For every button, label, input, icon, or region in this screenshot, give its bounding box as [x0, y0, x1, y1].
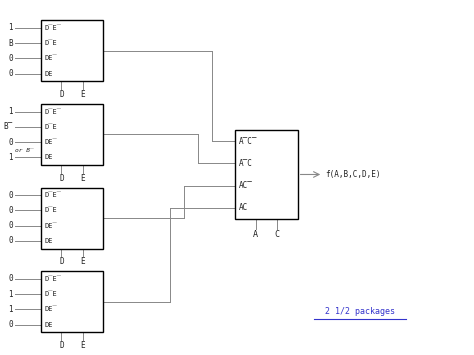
Text: B: B	[9, 39, 13, 48]
Text: D: D	[59, 90, 64, 99]
Text: AC: AC	[239, 203, 248, 212]
Text: 1: 1	[9, 290, 13, 299]
Text: D: D	[59, 257, 64, 266]
Text: D̅E: D̅E	[45, 40, 57, 46]
Text: D̅E̅: D̅E̅	[45, 109, 62, 115]
Bar	[41, 20, 103, 81]
Text: 0: 0	[9, 191, 13, 200]
Text: D: D	[59, 341, 64, 350]
Text: 0: 0	[9, 137, 13, 147]
Bar	[41, 271, 103, 332]
Text: 0: 0	[9, 69, 13, 78]
Text: 1: 1	[9, 305, 13, 314]
Text: 1: 1	[9, 107, 13, 116]
Text: 0: 0	[9, 206, 13, 215]
Text: D: D	[59, 174, 64, 182]
Text: DE̅: DE̅	[45, 306, 57, 312]
Text: E: E	[80, 90, 85, 99]
Bar	[235, 130, 298, 219]
Text: DE: DE	[45, 322, 53, 328]
Text: or B̅: or B̅	[15, 148, 34, 153]
Text: DE̅: DE̅	[45, 139, 57, 145]
Text: D̅E: D̅E	[45, 207, 57, 213]
Text: E: E	[80, 341, 85, 350]
Text: 0: 0	[9, 320, 13, 329]
Text: D̅E̅: D̅E̅	[45, 192, 62, 198]
Text: D̅E: D̅E	[45, 291, 57, 297]
Text: 0: 0	[9, 236, 13, 245]
Text: f(A,B,C,D,E): f(A,B,C,D,E)	[326, 170, 381, 179]
Text: 0: 0	[9, 274, 13, 283]
Text: DE: DE	[45, 71, 53, 77]
Text: DE: DE	[45, 238, 53, 244]
Text: AC̅: AC̅	[239, 181, 253, 190]
Text: A̅C̅: A̅C̅	[239, 137, 257, 146]
Text: 2 1/2 packages: 2 1/2 packages	[325, 307, 395, 316]
Text: 1: 1	[9, 153, 13, 162]
Bar	[41, 187, 103, 248]
Text: 0: 0	[9, 54, 13, 63]
Text: B̅: B̅	[4, 122, 13, 131]
Text: D̅E̅: D̅E̅	[45, 25, 62, 31]
Text: 0: 0	[9, 221, 13, 230]
Bar	[41, 104, 103, 165]
Text: DE̅: DE̅	[45, 55, 57, 61]
Text: E: E	[80, 257, 85, 266]
Text: A̅C: A̅C	[239, 159, 253, 168]
Text: DE: DE	[45, 154, 53, 160]
Text: A: A	[253, 230, 258, 239]
Text: D̅E: D̅E	[45, 124, 57, 130]
Text: 1: 1	[9, 23, 13, 32]
Text: E: E	[80, 174, 85, 182]
Text: C: C	[274, 230, 280, 239]
Text: D̅E̅: D̅E̅	[45, 276, 62, 282]
Text: DE̅: DE̅	[45, 223, 57, 229]
